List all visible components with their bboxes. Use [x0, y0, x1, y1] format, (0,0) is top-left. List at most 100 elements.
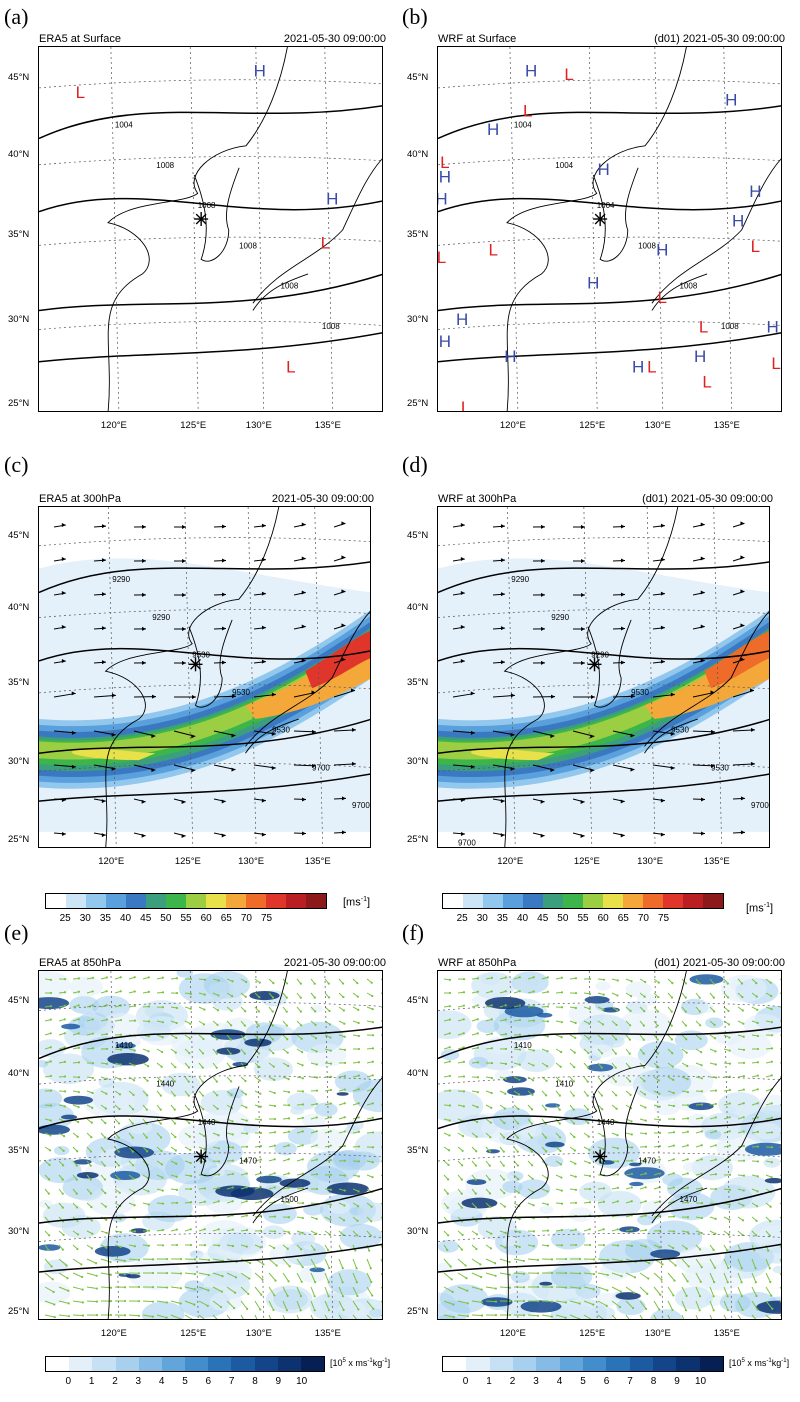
longitude-gridline: [314, 507, 324, 847]
moisture-shading: [772, 1265, 781, 1274]
panel-label: (e): [4, 920, 29, 945]
latitude-tick-label: 45°N: [8, 994, 30, 1006]
moisture-shading: [176, 971, 194, 978]
wind-vector-head: [260, 1293, 263, 1296]
wind-colorbar-unit-left: [ms-1]: [343, 896, 371, 909]
wind-vector-head: [448, 1119, 451, 1122]
wind-vector-head: [630, 1200, 633, 1203]
colorbar-swatch: [126, 894, 146, 908]
wind-vector-head: [287, 1064, 290, 1068]
wind-vector-head: [175, 1006, 179, 1010]
wind-vector-head: [700, 1202, 704, 1205]
wind-vector-head: [357, 1308, 360, 1311]
wind-vector-head: [592, 1318, 593, 1319]
isoline: [39, 718, 370, 754]
wind-vector-head: [742, 1116, 745, 1119]
wind-vector-head: [61, 1206, 64, 1209]
wind-vector-head: [273, 1294, 276, 1297]
wind-vector-head: [558, 1122, 561, 1125]
wind-vector: [380, 1174, 382, 1177]
wind-vector-head: [343, 1130, 346, 1133]
wind-vector-head: [287, 1130, 290, 1133]
wind-vector-head: [592, 1258, 596, 1261]
wind-vector-head: [262, 1263, 265, 1266]
wind-vector-head: [770, 1074, 773, 1077]
wind-vector-head: [489, 1205, 492, 1209]
wind-vector-head: [105, 1218, 108, 1221]
wind-vector-head: [343, 1061, 347, 1064]
colorbar-swatch: [106, 894, 126, 908]
wind-vector: [527, 1314, 539, 1317]
wind-vector: [100, 1258, 111, 1263]
wind-vector-head: [756, 1102, 759, 1105]
wind-vector-head: [288, 1265, 291, 1268]
colorbar-tick-label: 0: [462, 1376, 469, 1387]
wind-vector-head: [161, 976, 164, 979]
colorbar-tick-label: 4: [556, 1376, 563, 1387]
wind-vector-head: [686, 1186, 689, 1189]
wind-vector-head: [48, 1163, 51, 1167]
wind-vector: [268, 1314, 272, 1319]
moisture-shading: [306, 1043, 347, 1068]
isoline: [438, 773, 769, 802]
isoline: [438, 647, 769, 662]
wind-vector-head: [328, 1023, 332, 1026]
wind-vector-head: [259, 1118, 263, 1121]
moisture-shading: [493, 1009, 546, 1041]
wind-vector-head: [315, 1116, 318, 1119]
wind-vector: [653, 1300, 660, 1310]
moisture-max: [756, 1300, 781, 1314]
colorbar-swatch: [161, 1357, 186, 1371]
wind-vector-head: [203, 1200, 206, 1203]
wind-vector-head: [630, 1228, 633, 1231]
wind-arrow-head: [700, 797, 705, 802]
wind-vector-head: [245, 1186, 248, 1189]
wind-vector-head: [159, 1122, 162, 1125]
wind-vector-head: [173, 1080, 177, 1083]
colorbar-swatch: [703, 894, 723, 908]
wind-arrow-head: [311, 729, 316, 734]
wind-vector-head: [646, 1292, 649, 1295]
wind-vector-head: [355, 1267, 358, 1270]
wind-vector-head: [446, 1192, 449, 1195]
wind-vector: [268, 1272, 276, 1281]
wind-vector-head: [657, 1079, 660, 1082]
wind-vector-head: [559, 1163, 563, 1166]
wind-vector-head: [109, 1300, 113, 1303]
wind-vector-head: [615, 1107, 618, 1110]
wind-vector-head: [728, 1144, 731, 1147]
wind-vector-head: [287, 1280, 290, 1283]
moisture-shading: [579, 1181, 612, 1202]
wind-vector-head: [165, 1286, 169, 1289]
wind-vector-head: [754, 1281, 757, 1284]
wind-vector: [639, 1272, 649, 1279]
colorbar-swatch: [443, 894, 463, 908]
colorbar-tick-label: 25: [456, 913, 468, 924]
moisture-shading: [438, 1010, 472, 1040]
wind-vector-head: [117, 1122, 121, 1125]
panel-right-title: 2021-05-30 09:00:00: [283, 957, 386, 969]
longitude-tick-label: 125°E: [174, 856, 201, 867]
station-star-icon: [593, 1149, 608, 1164]
wind-vector: [212, 1272, 223, 1277]
wind-vector-head: [357, 1074, 360, 1077]
wind-vector-head: [728, 1049, 731, 1052]
wind-vector: [380, 1146, 382, 1148]
wind-vector-head: [343, 1102, 346, 1105]
colorbar-tick-label: 6: [205, 1376, 212, 1387]
wind-vector-head: [754, 1267, 757, 1270]
wind-vector-head: [371, 1047, 375, 1050]
wind-vector-head: [502, 1150, 505, 1153]
moisture-max: [73, 1159, 92, 1165]
wind-vector-head: [741, 1308, 744, 1311]
wind-vector-head: [713, 1010, 716, 1013]
wind-vector-head: [648, 1262, 651, 1265]
wind-arrow-head: [510, 693, 515, 698]
wind-vector-head: [480, 1288, 483, 1291]
latitude-tick-label: 45°N: [8, 71, 30, 83]
wind-vector-head: [161, 1176, 164, 1179]
wind-vector-head: [742, 1075, 746, 1078]
wind-vector-head: [95, 1313, 99, 1317]
wind-vector-head: [49, 1104, 53, 1107]
wind-vector-head: [187, 1080, 190, 1083]
